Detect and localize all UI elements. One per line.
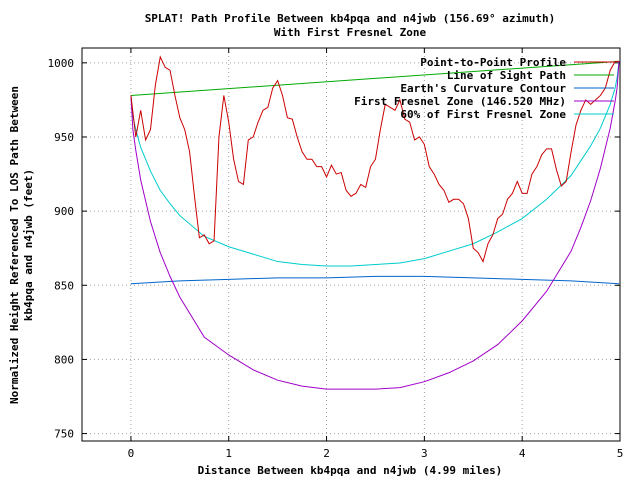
x-tick-label: 5 bbox=[617, 447, 624, 460]
x-tick-label: 2 bbox=[323, 447, 330, 460]
y-axis-label-line2: kb4pqa and n4jwb (feet) bbox=[22, 169, 35, 321]
x-tick-label: 1 bbox=[225, 447, 232, 460]
axis-ticks: 0 1 2 3 4 5 750 800 850 900 950 1000 bbox=[48, 48, 624, 460]
legend-label-3: First Fresnel Zone (146.520 MHz) bbox=[354, 95, 566, 108]
legend-label-1: Line of Sight Path bbox=[447, 69, 566, 82]
y-tick-label: 800 bbox=[54, 353, 74, 366]
plot-border bbox=[81, 47, 621, 442]
y-tick-label: 1000 bbox=[48, 57, 75, 70]
x-tick-label: 0 bbox=[128, 447, 135, 460]
y-tick-label: 850 bbox=[54, 279, 74, 292]
series-line-2 bbox=[130, 275, 620, 285]
y-axis-label-line1: Normalized Height Referenced To LOS Path… bbox=[8, 86, 21, 404]
y-tick-label: 750 bbox=[54, 428, 74, 441]
y-tick-label: 950 bbox=[54, 131, 74, 144]
series-line-4 bbox=[130, 61, 620, 267]
series-lines bbox=[130, 55, 620, 390]
series-line-1 bbox=[130, 60, 620, 96]
chart-title: SPLAT! Path Profile Between kb4pqa and n… bbox=[145, 12, 556, 25]
chart-subtitle: With First Fresnel Zone bbox=[274, 26, 427, 39]
x-axis-label: Distance Between kb4pqa and n4jwb (4.99 … bbox=[198, 464, 503, 477]
legend-label-0: Point-to-Point Profile bbox=[420, 56, 566, 69]
legend-label-2: Earth's Curvature Contour bbox=[400, 82, 566, 95]
grid-lines bbox=[82, 48, 621, 441]
legend-label-4: 60% of First Fresnel Zone bbox=[400, 108, 566, 121]
y-tick-label: 900 bbox=[54, 205, 74, 218]
series-line-3 bbox=[130, 61, 620, 390]
x-tick-label: 3 bbox=[421, 447, 428, 460]
x-tick-label: 4 bbox=[519, 447, 526, 460]
series-line-0 bbox=[130, 55, 620, 263]
